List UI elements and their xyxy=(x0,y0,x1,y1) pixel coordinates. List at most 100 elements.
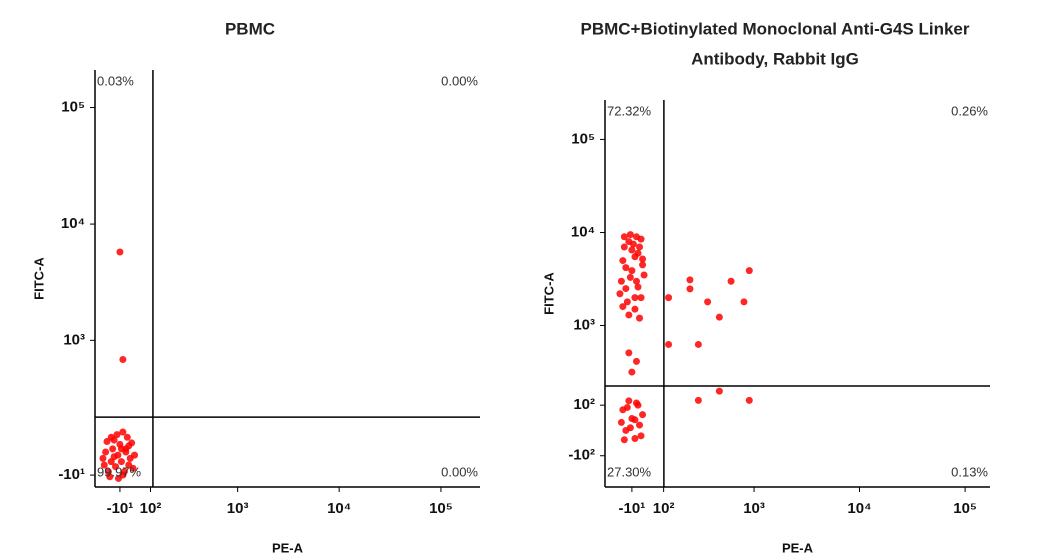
point xyxy=(110,453,118,461)
point xyxy=(631,416,639,424)
point xyxy=(686,285,694,293)
point xyxy=(106,473,114,481)
chart-title: PBMC xyxy=(225,19,275,38)
point xyxy=(637,294,645,302)
x-axis-label: PE-A xyxy=(782,540,814,555)
point xyxy=(665,294,673,302)
x-tick-label: 10³ xyxy=(227,500,249,517)
chart-title: Antibody, Rabbit IgG xyxy=(691,49,859,68)
x-tick-label: 10⁵ xyxy=(953,500,977,517)
point xyxy=(107,433,115,441)
quadrant-label: 0.00% xyxy=(441,73,478,88)
point xyxy=(626,231,634,239)
point xyxy=(625,349,633,357)
point xyxy=(109,445,117,453)
y-tick-label: 10⁵ xyxy=(571,130,595,147)
point xyxy=(740,298,748,306)
point xyxy=(704,298,712,306)
y-tick-label: 10² xyxy=(573,396,595,413)
point xyxy=(628,267,636,275)
point xyxy=(628,246,636,254)
point xyxy=(622,285,630,293)
point xyxy=(622,264,630,272)
point xyxy=(620,436,628,444)
x-tick-label: 10² xyxy=(653,500,675,517)
point xyxy=(665,340,673,348)
point xyxy=(686,276,694,284)
point xyxy=(639,411,647,419)
point xyxy=(694,396,702,404)
point xyxy=(715,387,723,395)
quadrant-label: 99.97% xyxy=(97,464,142,479)
point xyxy=(640,271,648,279)
point xyxy=(628,368,636,376)
x-tick-label: 10⁵ xyxy=(429,500,453,517)
quadrant-label: 0.03% xyxy=(97,73,134,88)
point xyxy=(632,357,640,365)
point xyxy=(620,233,628,241)
point xyxy=(112,463,120,471)
point xyxy=(631,305,639,313)
x-tick-label: -10¹ xyxy=(619,500,646,517)
y-axis-label: FITC-A xyxy=(541,272,556,315)
point xyxy=(632,399,640,407)
point xyxy=(616,290,624,298)
x-tick-label: 10⁴ xyxy=(327,500,351,517)
point xyxy=(626,424,634,432)
y-tick-label: -10¹ xyxy=(58,466,85,483)
x-tick-label: 10⁴ xyxy=(847,500,871,517)
point xyxy=(625,311,633,319)
point xyxy=(727,277,735,285)
point xyxy=(715,313,723,321)
point xyxy=(632,233,640,241)
y-tick-label: 10⁴ xyxy=(61,215,85,232)
point xyxy=(129,464,137,472)
point xyxy=(636,243,644,251)
x-axis-label: PE-A xyxy=(272,540,304,555)
point xyxy=(619,257,627,265)
quadrant-label: 0.00% xyxy=(441,464,478,479)
quadrant-label: 27.30% xyxy=(607,464,652,479)
point xyxy=(629,240,637,248)
y-tick-label: 10⁴ xyxy=(571,224,595,241)
point xyxy=(631,253,639,261)
quadrant-label: 72.32% xyxy=(607,103,652,118)
quadrant-label: 0.13% xyxy=(951,464,988,479)
y-tick-label: -10² xyxy=(568,447,595,464)
point xyxy=(634,283,642,291)
point xyxy=(99,454,107,462)
x-tick-label: 10³ xyxy=(743,500,765,517)
point xyxy=(102,448,110,456)
point xyxy=(116,248,124,256)
point xyxy=(113,431,121,439)
point xyxy=(626,273,634,281)
point xyxy=(631,434,639,442)
x-tick-label: -10¹ xyxy=(107,500,134,517)
point xyxy=(120,468,128,476)
point xyxy=(620,243,628,251)
point xyxy=(639,261,647,269)
point xyxy=(123,433,131,441)
quadrant-label: 0.26% xyxy=(951,103,988,118)
y-tick-label: 10⁵ xyxy=(61,99,85,116)
point xyxy=(745,267,753,275)
point xyxy=(631,294,639,302)
point xyxy=(694,340,702,348)
point xyxy=(617,418,625,426)
point xyxy=(623,298,631,306)
point xyxy=(623,403,631,411)
point xyxy=(745,396,753,404)
point xyxy=(119,356,127,364)
point xyxy=(114,474,122,482)
y-axis-label: FITC-A xyxy=(31,257,46,300)
point xyxy=(639,255,647,263)
point xyxy=(117,458,125,466)
point xyxy=(617,277,625,285)
point xyxy=(125,442,133,450)
point xyxy=(636,314,644,322)
point xyxy=(625,397,633,405)
point xyxy=(100,461,108,469)
point xyxy=(119,428,127,436)
point xyxy=(632,277,640,285)
